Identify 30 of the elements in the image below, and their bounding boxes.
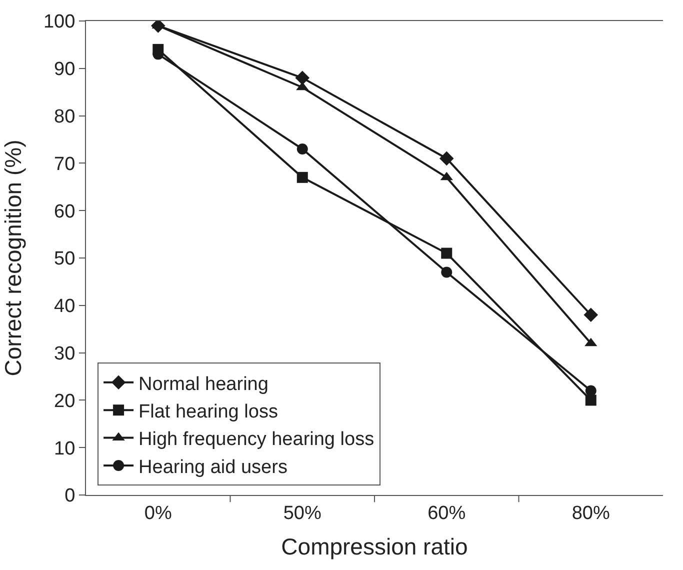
legend-label: High frequency hearing loss — [138, 429, 374, 450]
point — [441, 266, 452, 278]
x-axis-title: Compression ratio — [281, 533, 468, 560]
x-tick-label: 0% — [144, 502, 172, 524]
legend-label: Hearing aid users — [138, 456, 288, 478]
y-tick-label: 100 — [43, 12, 76, 33]
legend-label: Flat hearing loss — [138, 401, 278, 422]
legend-label: Normal hearing — [138, 374, 268, 395]
x-tick-label: 80% — [572, 502, 610, 524]
x-tick-label: 50% — [283, 502, 322, 524]
y-tick-label: 40 — [54, 296, 76, 318]
y-tick-label: 70 — [54, 154, 76, 175]
point — [296, 143, 308, 154]
point — [585, 394, 596, 406]
point — [584, 308, 598, 322]
y-tick-label: 60 — [54, 201, 76, 222]
y-tick-label: 10 — [54, 438, 76, 460]
y-axis-title: Correct recognition (%) — [0, 140, 26, 376]
x-tick-label: 60% — [428, 502, 466, 524]
y-tick-label: 0 — [64, 486, 76, 507]
y-tick-label: 80 — [54, 106, 76, 128]
point — [585, 385, 596, 396]
y-tick-label: 30 — [54, 343, 76, 364]
point — [295, 70, 310, 86]
point — [441, 248, 452, 259]
y-tick-label: 20 — [54, 390, 76, 412]
point — [439, 151, 454, 166]
y-tick-label: 50 — [54, 248, 76, 270]
point — [296, 172, 308, 183]
y-tick-label: 90 — [54, 59, 76, 80]
